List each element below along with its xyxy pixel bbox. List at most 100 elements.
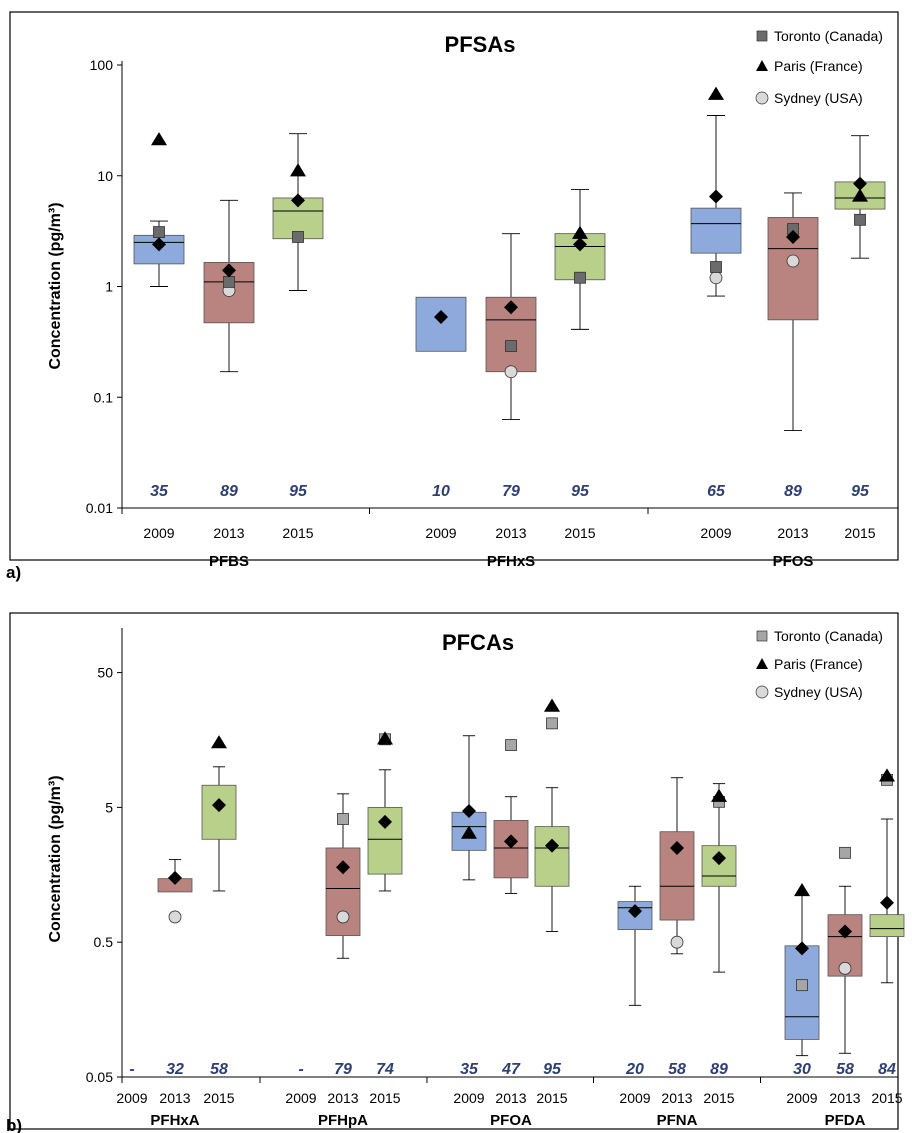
toronto-marker — [505, 340, 517, 352]
y-tick-label: 0.5 — [94, 934, 114, 950]
group-label: PFNA — [657, 1112, 698, 1129]
detection-frequency-label: - — [298, 1061, 303, 1078]
x-tick-label: 2013 — [661, 1090, 692, 1106]
group-label: PFDA — [825, 1112, 866, 1129]
mean-marker — [291, 193, 305, 208]
mean-marker — [795, 941, 809, 956]
mean-marker — [709, 189, 723, 204]
y-tick-label: 10 — [97, 168, 113, 184]
group-label: PFOS — [773, 553, 814, 570]
x-tick-label: 2013 — [777, 525, 808, 541]
x-tick-label: 2013 — [213, 525, 244, 541]
toronto-marker — [223, 276, 235, 288]
detection-frequency-label: 35 — [150, 483, 169, 500]
toronto-marker — [710, 261, 722, 273]
x-tick-label: 2015 — [564, 525, 595, 541]
x-tick-label: 2013 — [495, 1090, 526, 1106]
detection-frequency-label: 30 — [793, 1061, 811, 1078]
detection-frequency-label: 95 — [571, 483, 590, 500]
box-iqr — [493, 820, 529, 879]
detection-frequency-label: 89 — [220, 483, 238, 500]
mean-marker — [212, 798, 226, 813]
mean-marker — [786, 229, 800, 244]
chart-title: PFSAs — [445, 32, 516, 57]
sydney-marker — [670, 935, 684, 949]
panel-label: a) — [6, 563, 21, 582]
paris-marker — [708, 86, 724, 100]
paris-marker — [879, 768, 895, 782]
detection-frequency-label: 79 — [334, 1061, 352, 1078]
y-tick-label: 0.05 — [86, 1069, 113, 1085]
detection-frequency-label: 10 — [432, 483, 450, 500]
x-tick-label: 2009 — [786, 1090, 817, 1106]
toronto-marker — [337, 813, 349, 825]
detection-frequency-label: - — [129, 1061, 134, 1078]
x-tick-label: 2015 — [703, 1090, 734, 1106]
legend-entry-label: Paris (France) — [774, 58, 863, 74]
mean-marker — [880, 895, 894, 910]
box-iqr — [784, 945, 820, 1040]
detection-frequency-label: 32 — [166, 1061, 184, 1078]
x-tick-label: 2009 — [425, 525, 456, 541]
paris-marker — [572, 225, 588, 239]
x-tick-label: 2015 — [203, 1090, 234, 1106]
detection-frequency-label: 58 — [836, 1061, 854, 1078]
x-tick-label: 2015 — [871, 1090, 902, 1106]
x-tick-label: 2015 — [282, 525, 313, 541]
paris-marker — [151, 132, 167, 146]
x-tick-label: 2013 — [495, 525, 526, 541]
detection-frequency-label: 95 — [289, 483, 308, 500]
detection-frequency-label: 58 — [210, 1061, 228, 1078]
detection-frequency-label: 79 — [502, 483, 520, 500]
x-tick-label: 2013 — [159, 1090, 190, 1106]
detection-frequency-label: 47 — [501, 1061, 521, 1078]
y-axis-label: Concentration (pg/m³) — [47, 202, 64, 369]
x-tick-label: 2009 — [619, 1090, 650, 1106]
detection-frequency-label: 65 — [707, 483, 726, 500]
toronto-marker — [153, 226, 165, 238]
box-iqr — [201, 784, 237, 840]
legend-toronto-icon — [756, 630, 768, 642]
detection-frequency-label: 95 — [543, 1061, 562, 1078]
mean-marker — [336, 860, 350, 875]
mean-marker — [545, 838, 559, 853]
x-tick-label: 2009 — [143, 525, 174, 541]
legend-entry-label: Toronto (Canada) — [774, 628, 883, 644]
x-tick-label: 2009 — [285, 1090, 316, 1106]
y-axis-label: Concentration (pg/m³) — [47, 775, 64, 942]
legend-sydney-icon — [755, 91, 769, 105]
mean-marker — [168, 870, 182, 885]
detection-frequency-label: 20 — [625, 1061, 644, 1078]
x-tick-label: 2009 — [453, 1090, 484, 1106]
mean-marker — [152, 237, 166, 252]
y-tick-label: 50 — [97, 665, 113, 681]
paris-marker — [290, 163, 306, 177]
x-tick-label: 2013 — [829, 1090, 860, 1106]
sydney-marker — [838, 961, 852, 975]
mean-marker — [434, 310, 448, 325]
chart-title: PFCAs — [442, 630, 514, 655]
paris-marker — [852, 188, 868, 202]
x-tick-label: 2013 — [327, 1090, 358, 1106]
detection-frequency-label: 95 — [851, 483, 870, 500]
x-tick-label: 2015 — [369, 1090, 400, 1106]
x-tick-label: 2009 — [700, 525, 731, 541]
group-label: PFHpA — [318, 1112, 368, 1129]
panel-frame — [9, 612, 899, 1130]
panel-a: 0.01 0.1 1 10 100 PFSAs Concentration (pg/m³) a… — [6, 11, 899, 582]
legend-paris-icon — [756, 658, 768, 669]
legend-paris-icon — [756, 60, 768, 71]
detection-frequency-label: 35 — [460, 1061, 479, 1078]
paris-marker — [711, 788, 727, 802]
detection-frequency-label: 84 — [878, 1061, 896, 1078]
toronto-marker — [839, 846, 851, 859]
mean-marker — [378, 814, 392, 829]
panel-label: b) — [6, 1116, 22, 1133]
group-label: PFBS — [209, 553, 249, 570]
toronto-marker — [292, 231, 304, 243]
legend-entry-label: Sydney (USA) — [774, 684, 863, 700]
sydney-marker — [709, 271, 723, 285]
sydney-marker — [168, 910, 182, 924]
y-tick-label: 0.01 — [86, 500, 113, 516]
